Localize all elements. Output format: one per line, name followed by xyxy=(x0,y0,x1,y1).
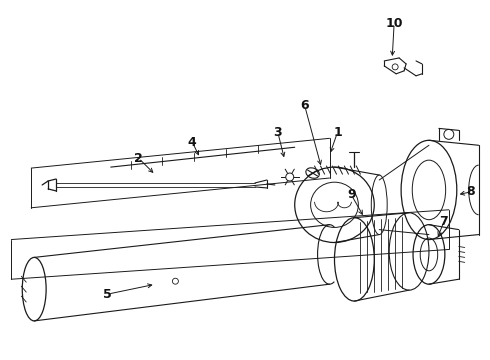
Text: 4: 4 xyxy=(188,136,196,149)
Text: 8: 8 xyxy=(466,185,475,198)
Text: 2: 2 xyxy=(134,152,143,165)
Text: 3: 3 xyxy=(273,126,282,139)
Text: 1: 1 xyxy=(333,126,342,139)
Text: 6: 6 xyxy=(300,99,309,112)
Text: 7: 7 xyxy=(440,215,448,228)
Text: 9: 9 xyxy=(347,188,356,201)
Text: 10: 10 xyxy=(386,17,403,30)
Circle shape xyxy=(286,173,294,181)
Text: 5: 5 xyxy=(103,288,112,301)
